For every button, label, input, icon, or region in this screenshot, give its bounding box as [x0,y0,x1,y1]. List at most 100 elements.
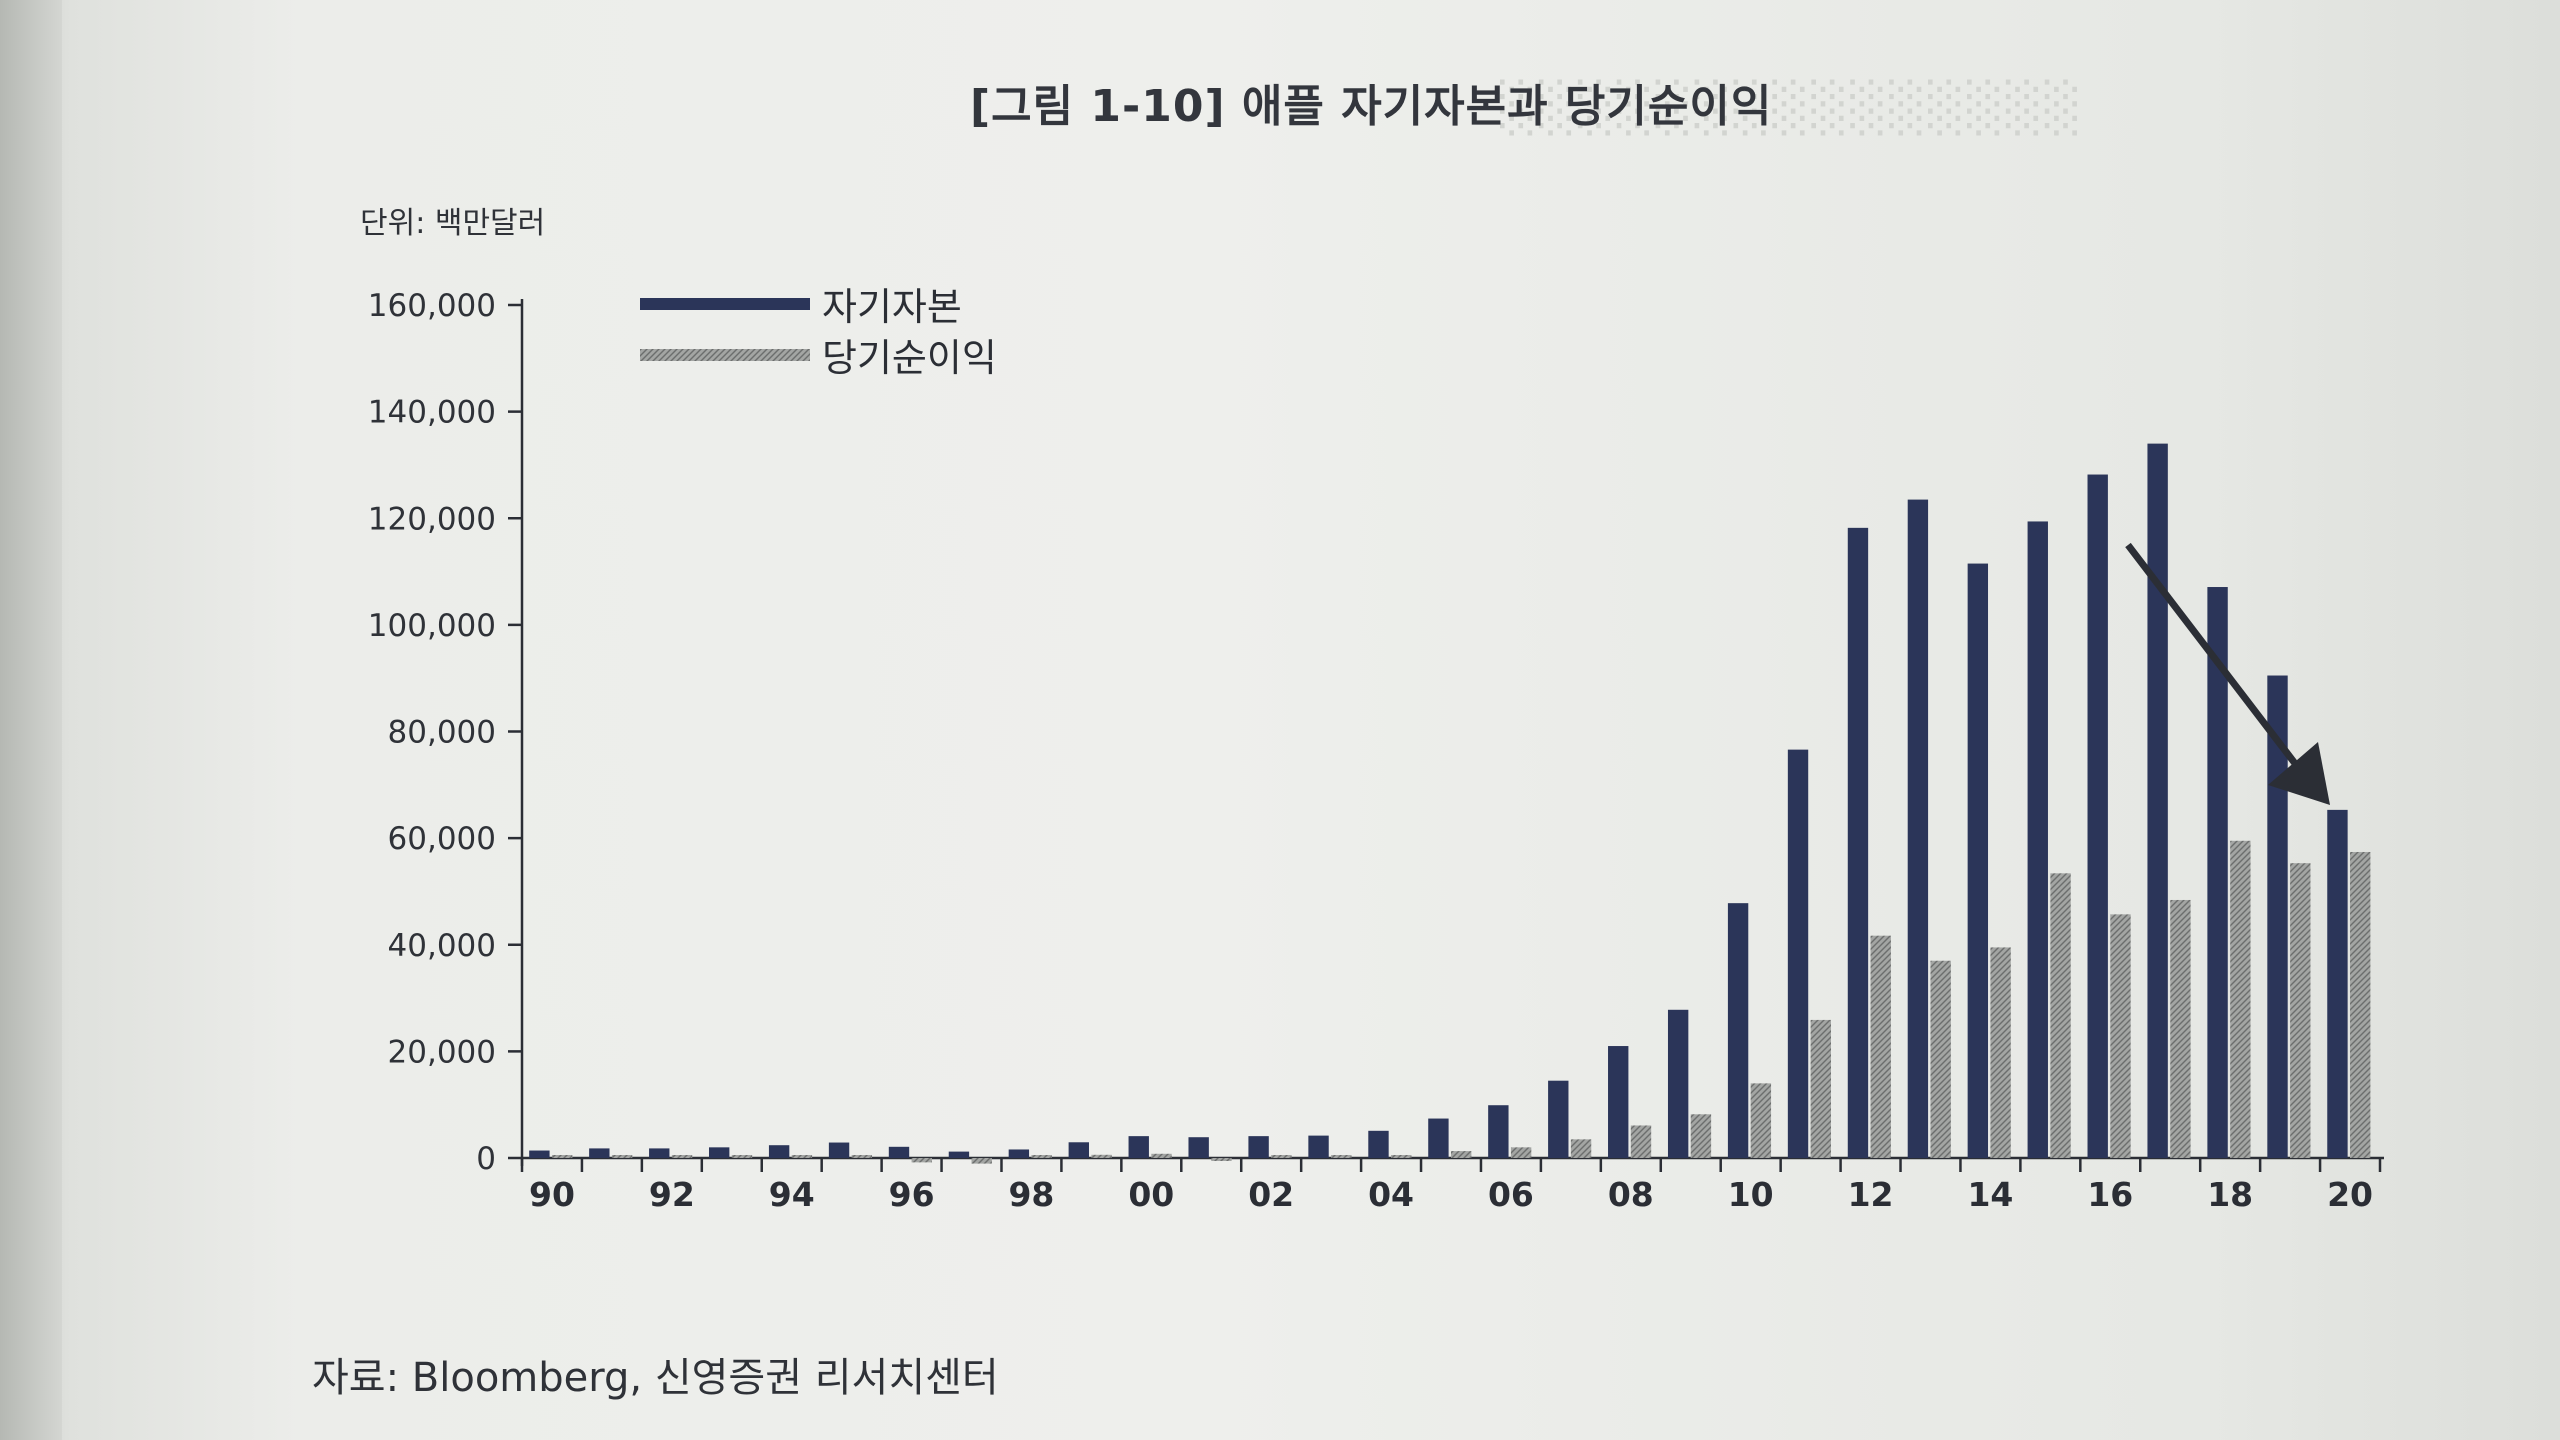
bar-equity [589,1148,610,1158]
x-tick-label: 98 [1008,1175,1054,1214]
bar-net-income [1870,935,1891,1158]
y-tick-label: 60,000 [388,821,496,857]
bar-net-income [1031,1155,1052,1158]
bar-net-income [2230,840,2251,1158]
bar-equity [948,1151,970,1158]
bar-equity [708,1147,730,1158]
bar-net-income [1990,947,2011,1158]
bar-equity [529,1150,550,1158]
bar-net-income [1630,1125,1652,1158]
x-tick-label: 10 [1728,1175,1774,1214]
bar-equity [1847,527,1869,1158]
bar-net-income [1570,1139,1592,1158]
y-tick-label: 140,000 [368,395,496,431]
x-tick-label: 96 [889,1175,935,1214]
bar-net-income [2350,851,2371,1158]
bar-net-income [671,1155,693,1158]
bar-net-income [1810,1019,1831,1158]
trend-arrow-line [2125,542,2303,773]
bar-net-income [851,1155,873,1158]
bar-equity [1068,1142,1089,1158]
bar-net-income [911,1158,932,1163]
bar-net-income [1331,1155,1352,1158]
x-tick-label: 02 [1248,1175,1294,1214]
bar-net-income [2110,914,2131,1158]
bar-equity [649,1148,670,1158]
y-tick-label: 40,000 [388,928,496,964]
x-axis: 90 92 94 96 98 00 02 04 06 08 10 12 14 16 18 20 [520,1156,2384,1214]
y-tick-label: 80,000 [388,715,496,751]
bar-net-income [2290,863,2311,1158]
bar-net-income [2170,899,2191,1158]
bar-equity [1548,1080,1569,1158]
bar-equity [828,1142,850,1158]
legend-label-net-income: 당기순이익 [822,336,997,380]
bar-net-income [2050,873,2071,1158]
source-note: 자료: Bloomberg, 신영증권 리서치센터 [312,1355,999,1401]
y-tick-label: 160,000 [368,288,496,324]
x-tick-label: 14 [1967,1175,2013,1214]
bleed-through-text: ░░░░░░░░░░░░░░░ [1500,80,2084,136]
bar-equity [888,1146,910,1158]
x-tick-label: 00 [1128,1175,1174,1214]
bar-net-income [1451,1151,1472,1158]
bar-equity [1967,563,1989,1158]
bar-net-income [1510,1147,1532,1158]
y-tick-label: 120,000 [368,501,496,537]
bar-equity [1488,1105,1509,1158]
bar-equity [1188,1137,1209,1158]
bar-equity [2327,809,2348,1158]
bar-equity [1608,1046,1629,1158]
bar-net-income [1690,1114,1712,1158]
bar-equity [1727,903,1749,1158]
bar-net-income [1151,1153,1172,1158]
bar-net-income [731,1155,753,1158]
page-edge [0,0,62,1440]
x-tick-label: 18 [2207,1175,2253,1214]
bar-net-income [1211,1158,1232,1161]
y-tick-label: 20,000 [388,1034,496,1070]
bar-equity [1008,1149,1030,1158]
unit-label: 단위: 백만달러 [360,206,546,241]
bars [529,443,2371,1164]
bar-equity [1368,1130,1389,1158]
bar-equity [1907,499,1929,1158]
bar-net-income [971,1158,992,1164]
bar-equity [1248,1136,1269,1158]
bar-equity [1787,749,1809,1158]
bar-net-income [1271,1155,1292,1158]
figure-title: [그림 1-10] 애플 자기자본과 당기순이익 [970,81,1773,132]
bar-net-income [1391,1155,1412,1158]
bar-equity [2207,587,2228,1158]
x-tick-label: 06 [1488,1175,1534,1214]
bar-equity [2027,521,2048,1158]
bar-equity [1428,1118,1449,1158]
bar-net-income [611,1155,633,1158]
x-tick-label: 12 [1848,1175,1894,1214]
x-tick-label: 94 [769,1175,815,1214]
trend-arrow-head [2268,742,2330,805]
annotation [2125,542,2330,805]
bar-net-income [1930,960,1951,1158]
bar-equity [2267,675,2288,1158]
x-tick-label: 90 [529,1175,575,1214]
x-tick-label: 08 [1608,1175,1654,1214]
bar-equity [2087,474,2108,1158]
bar-net-income [791,1155,813,1158]
legend-swatch-net-income [640,349,810,361]
bar-equity [1128,1136,1149,1158]
bar-equity [1308,1135,1329,1158]
legend-swatch-equity [640,298,810,310]
bar-net-income [1750,1083,1772,1158]
bar-equity [1667,1009,1689,1158]
x-tick-label: 92 [649,1175,695,1214]
x-tick-label: 04 [1368,1175,1414,1214]
y-axis: 0 20,000 40,000 60,000 80,000 100,000 120,000 1… [368,288,524,1177]
y-tick-label: 100,000 [368,608,496,644]
legend-label-equity: 자기자본 [822,285,962,329]
x-tick-label: 20 [2327,1175,2373,1214]
bar-net-income [1091,1154,1112,1158]
bar-equity [768,1145,790,1158]
